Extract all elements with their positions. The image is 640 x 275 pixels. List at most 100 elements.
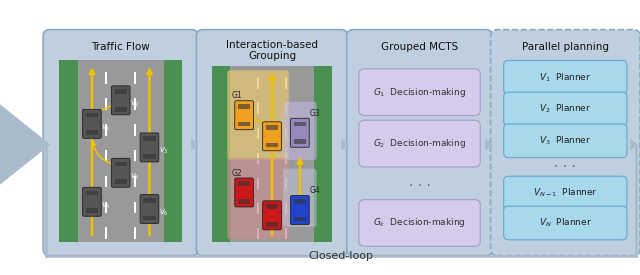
FancyBboxPatch shape (491, 30, 640, 256)
Bar (285, 178, 287, 189)
FancyBboxPatch shape (504, 92, 627, 126)
Bar (257, 77, 259, 89)
Text: G4: G4 (309, 186, 320, 195)
Text: $G_1$  Decision-making: $G_1$ Decision-making (373, 86, 466, 99)
Text: G2: G2 (232, 169, 243, 178)
Text: $V_{N-1}$  Planner: $V_{N-1}$ Planner (533, 187, 598, 199)
Bar (86, 191, 98, 195)
Text: Parallel planning: Parallel planning (522, 42, 609, 52)
Bar (285, 203, 287, 214)
Bar (257, 228, 259, 239)
Bar (143, 136, 156, 141)
FancyBboxPatch shape (43, 30, 198, 256)
Bar (238, 181, 250, 186)
Bar (230, 66, 314, 242)
Bar (106, 124, 108, 136)
Text: G1: G1 (232, 91, 243, 100)
FancyBboxPatch shape (359, 120, 480, 167)
Text: $V_2$: $V_2$ (130, 99, 140, 109)
Text: $V_1$  Planner: $V_1$ Planner (539, 71, 591, 84)
Bar (257, 153, 259, 164)
Bar (115, 107, 127, 112)
Bar (134, 176, 136, 187)
Bar (285, 77, 287, 89)
Bar (294, 199, 306, 204)
Bar (134, 202, 136, 213)
FancyArrowPatch shape (40, 139, 47, 150)
Bar (285, 153, 287, 164)
Bar (106, 150, 108, 161)
Bar (106, 202, 108, 213)
Bar (238, 104, 250, 109)
Text: $V_3$: $V_3$ (159, 146, 168, 156)
Bar (285, 102, 287, 114)
Text: Interaction-based
Grouping: Interaction-based Grouping (226, 40, 318, 62)
Text: $V_3$  Planner: $V_3$ Planner (539, 134, 591, 147)
Bar (294, 139, 306, 144)
FancyBboxPatch shape (83, 187, 101, 216)
Bar (285, 128, 287, 139)
FancyBboxPatch shape (262, 201, 282, 230)
Bar (86, 113, 98, 117)
FancyBboxPatch shape (140, 194, 159, 224)
Text: $V_2$  Planner: $V_2$ Planner (539, 103, 591, 115)
Bar (143, 154, 156, 159)
Bar (257, 128, 259, 139)
FancyBboxPatch shape (111, 158, 130, 187)
Text: $V_1$: $V_1$ (101, 122, 111, 133)
Bar (285, 228, 287, 239)
FancyBboxPatch shape (291, 118, 309, 147)
Bar (257, 203, 259, 214)
Bar (257, 178, 259, 189)
Bar (106, 98, 108, 110)
FancyBboxPatch shape (504, 60, 627, 94)
FancyBboxPatch shape (283, 102, 317, 160)
FancyArrowPatch shape (245, 107, 268, 125)
Bar (106, 176, 108, 187)
FancyBboxPatch shape (140, 133, 159, 162)
Bar (59, 60, 77, 242)
FancyBboxPatch shape (196, 30, 348, 256)
FancyBboxPatch shape (227, 70, 289, 160)
Bar (314, 66, 332, 242)
FancyArrowPatch shape (486, 139, 492, 150)
FancyBboxPatch shape (111, 86, 130, 115)
FancyBboxPatch shape (359, 200, 480, 246)
FancyBboxPatch shape (83, 109, 101, 138)
Bar (115, 89, 127, 94)
Text: · · ·: · · · (408, 178, 431, 192)
Bar (134, 227, 136, 239)
Bar (77, 60, 164, 242)
Bar (257, 102, 259, 114)
Bar (143, 198, 156, 202)
Bar (266, 125, 278, 130)
Bar (143, 216, 156, 220)
Text: $V_5$: $V_5$ (130, 171, 140, 182)
FancyBboxPatch shape (291, 196, 309, 224)
FancyArrowPatch shape (191, 139, 198, 150)
Bar (106, 227, 108, 239)
FancyBboxPatch shape (283, 169, 317, 227)
FancyBboxPatch shape (504, 124, 627, 158)
Bar (115, 179, 127, 184)
Text: $G_k$  Decision-making: $G_k$ Decision-making (373, 216, 466, 229)
Bar (134, 72, 136, 84)
Bar (294, 216, 306, 221)
FancyArrowPatch shape (630, 139, 637, 150)
Bar (294, 122, 306, 126)
Text: G3: G3 (309, 109, 320, 118)
Text: Traffic Flow: Traffic Flow (92, 42, 150, 52)
Text: Grouped MCTS: Grouped MCTS (381, 42, 458, 52)
FancyBboxPatch shape (504, 176, 627, 210)
FancyArrowPatch shape (95, 92, 120, 111)
Text: Closed-loop: Closed-loop (308, 251, 374, 261)
Bar (134, 98, 136, 110)
Bar (266, 143, 278, 147)
FancyArrowPatch shape (342, 139, 349, 150)
FancyBboxPatch shape (262, 122, 282, 151)
Bar (86, 130, 98, 135)
Bar (86, 208, 98, 213)
Text: $V_4$: $V_4$ (101, 200, 111, 211)
Bar (134, 150, 136, 161)
FancyArrowPatch shape (92, 141, 118, 165)
